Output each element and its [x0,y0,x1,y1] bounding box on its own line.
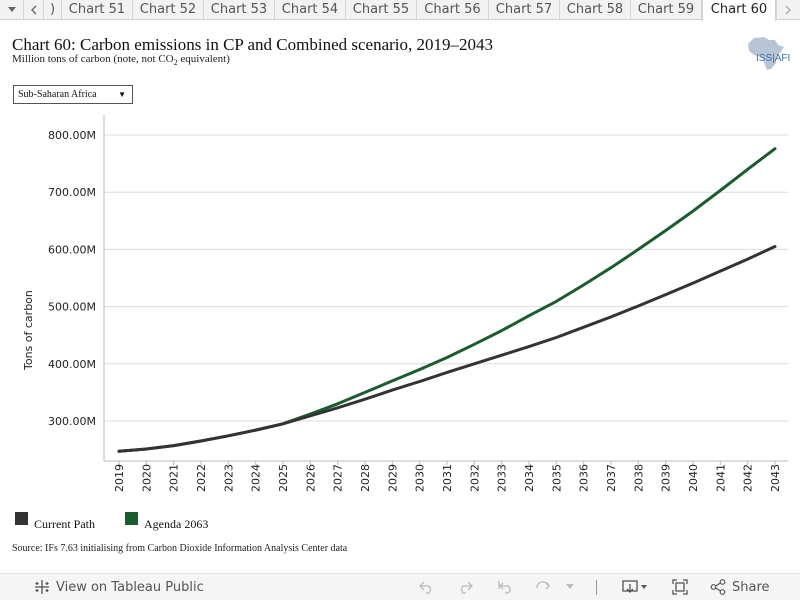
x-tick-label: 2022 [195,464,208,492]
revert-icon [498,581,511,594]
fullscreen-button[interactable] [672,578,688,596]
fullscreen-icon [672,579,688,595]
legend-item-current-path[interactable]: Current Path [15,512,95,532]
download-button[interactable] [622,578,648,596]
tab-prev-button[interactable] [24,0,44,19]
download-icon [622,580,647,593]
x-tick-label: 2033 [496,464,509,492]
undo-button[interactable] [418,578,436,596]
x-tick-label: 2027 [332,464,345,492]
legend-swatch [125,512,138,525]
source-note: Source: IFs 7.63 initialising from Carbo… [12,543,348,554]
x-tick-label: 2026 [304,464,317,492]
series-line-agenda-2063 [117,147,777,453]
chevron-left-icon [31,5,37,14]
x-tick-label: 2035 [550,464,563,492]
caret-down-icon [7,6,16,12]
redo-icon [460,581,473,594]
tab-chart-55[interactable]: Chart 55 [346,0,417,19]
tab-chart-54[interactable]: Chart 54 [275,0,346,19]
legend-label: Agenda 2063 [144,517,209,531]
line-chart: 300.00M 400.00M 500.00M 600.00M 700.00M 800.0… [48,115,788,492]
caret-down-icon: ▼ [118,90,126,99]
tab-chart-60[interactable]: Chart 60 [702,0,776,21]
x-tick-label: 2036 [578,464,591,492]
x-tick-label: 2038 [632,464,645,492]
region-selected: Sub-Saharan Africa [18,89,97,100]
x-tick-label: 2025 [277,464,290,492]
x-tick-label: 2029 [386,464,399,492]
redo-button[interactable] [456,578,474,596]
y-tick-label: 600.00M [48,243,96,256]
x-tick-label: 2042 [742,464,755,492]
tableau-icon [35,580,49,594]
subtitle-subscript: 2 [173,58,178,68]
x-tick-label: 2041 [714,464,727,492]
chevron-right-icon [785,5,791,14]
tab-chart-59[interactable]: Chart 59 [631,0,702,19]
y-tick-label: 300.00M [48,415,96,428]
refresh-icon [536,581,550,590]
share-label: Share [732,579,770,595]
subtitle-suffix: equivalent) [177,53,230,65]
x-tick-label: 2043 [769,464,782,492]
legend-swatch [15,512,28,525]
share-icon [710,579,726,595]
revert-button[interactable] [497,578,515,596]
tab-chart-52[interactable]: Chart 52 [133,0,204,19]
x-tick-label: 2031 [441,464,454,492]
tab-next-button[interactable] [776,0,800,19]
view-on-tableau-button[interactable]: View on Tableau Public [34,578,204,596]
y-tick-label: 500.00M [48,301,96,314]
x-tick-label: 2023 [222,464,235,492]
subtitle-text: Million tons of carbon (note, not CO [12,53,174,65]
pause-icon [566,584,574,589]
tab-chart-58[interactable]: Chart 58 [560,0,631,19]
legend-item-agenda-2063[interactable]: Agenda 2063 [125,512,208,532]
x-tick-label: 2037 [605,464,618,492]
africa-map-icon [748,37,784,70]
tab-chart-57[interactable]: Chart 57 [489,0,560,19]
y-tick-label: 800.00M [48,129,96,142]
x-tick-label: 2039 [660,464,673,492]
x-tick-label: 2024 [250,464,263,492]
refresh-button[interactable] [534,578,552,596]
x-tick-label: 2034 [523,464,536,492]
tab-menu-button[interactable] [0,0,24,19]
tab-bar: ) Chart 51 Chart 52 Chart 53 Chart 54 Chart … [0,0,800,21]
x-tick-label: 2019 [113,464,126,492]
x-tick-label: 2032 [468,464,481,492]
tab-chart-56[interactable]: Chart 56 [417,0,489,19]
undo-icon [419,581,432,594]
x-tick-label: 2030 [414,464,427,492]
x-tick-label: 2040 [687,464,700,492]
x-tick-label: 2021 [168,464,181,492]
chart-subtitle: Million tons of carbon (note, not CO2 eq… [12,53,230,67]
legend-label: Current Path [34,517,95,531]
y-tick-label: 700.00M [48,186,96,199]
series-line-current-path [117,245,777,453]
tableau-toolbar: View on Tableau Public Share [0,573,800,600]
toolbar-divider [596,580,597,595]
region-dropdown[interactable]: Sub-Saharan Africa ▼ [13,85,133,104]
x-tick-label: 2028 [359,464,372,492]
pause-button[interactable] [566,578,574,596]
view-on-tableau-label: View on Tableau Public [56,579,204,595]
tab-chart-51[interactable]: Chart 51 [62,0,133,19]
share-button[interactable]: Share [710,578,770,596]
legend: Current Path Agenda 2063 [15,512,238,532]
logo-text: ISS|AFI [756,53,791,64]
tab-partial[interactable]: ) [44,0,62,19]
chart-title: Chart 60: Carbon emissions in CP and Com… [12,35,493,54]
x-tick-label: 2020 [140,464,153,492]
y-tick-label: 400.00M [48,358,96,371]
tab-chart-53[interactable]: Chart 53 [204,0,275,19]
